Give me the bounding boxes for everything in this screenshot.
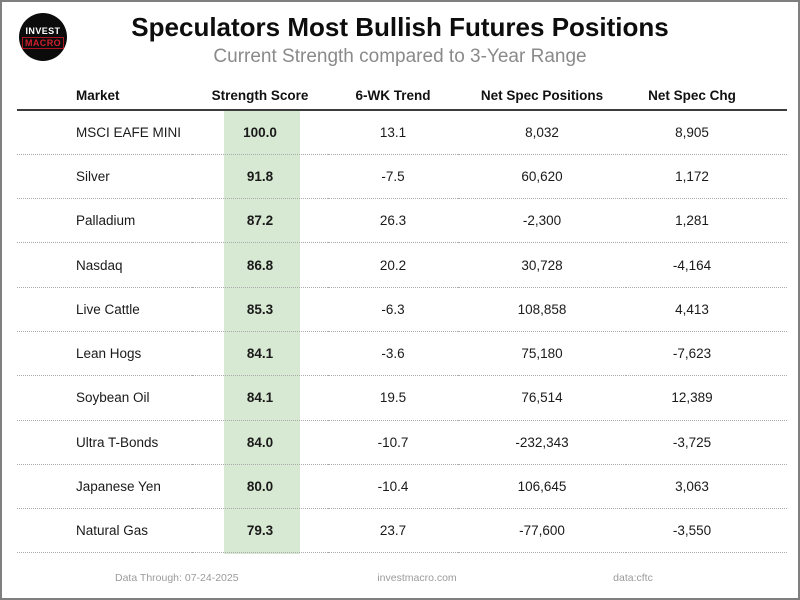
table-row: Palladium 87.2 26.3 -2,300 1,281	[17, 198, 787, 244]
table-row: Lean Hogs 84.1 -3.6 75,180 -7,623	[17, 331, 787, 377]
table-header: Market Strength Score 6-WK Trend Net Spe…	[17, 82, 787, 111]
table-row: Silver 91.8 -7.5 60,620 1,172	[17, 154, 787, 200]
trend-6wk-cell: 19.5	[328, 375, 458, 421]
net-spec-chg-cell: -7,623	[626, 331, 787, 377]
page-title: Speculators Most Bullish Futures Positio…	[131, 12, 669, 42]
net-spec-chg-cell: 4,413	[626, 287, 787, 332]
strength-score-cell: 84.1	[192, 375, 328, 421]
table-row: Natural Gas 79.3 23.7 -77,600 -3,550	[17, 508, 787, 554]
market-cell: Silver	[17, 154, 192, 200]
strength-score-cell: 100.0	[192, 110, 328, 155]
column-header-market: Market	[17, 82, 192, 111]
market-cell: Lean Hogs	[17, 331, 192, 377]
market-cell: Soybean Oil	[17, 375, 192, 421]
strength-score-cell: 84.0	[192, 420, 328, 465]
market-cell: MSCI EAFE MINI	[17, 110, 192, 155]
data-through-label: Data Through: 07-24-2025	[115, 572, 239, 584]
strength-score-cell: 87.2	[192, 198, 328, 244]
logo-text-invest: INVEST	[25, 25, 61, 36]
trend-6wk-cell: 23.7	[328, 508, 458, 554]
website-label: investmacro.com	[377, 572, 457, 584]
trend-6wk-cell: -7.5	[328, 154, 458, 200]
table-row: Nasdaq 86.8 20.2 30,728 -4,164	[17, 242, 787, 288]
net-spec-positions-cell: 30,728	[458, 242, 626, 288]
logo-text-macro: MACRO	[22, 36, 64, 49]
table-header-row: Market Strength Score 6-WK Trend Net Spe…	[17, 82, 787, 111]
strength-score-cell: 91.8	[192, 154, 328, 200]
table-row: Japanese Yen 80.0 -10.4 106,645 3,063	[17, 464, 787, 510]
trend-6wk-cell: -6.3	[328, 287, 458, 332]
market-cell: Palladium	[17, 198, 192, 244]
market-cell: Natural Gas	[17, 508, 192, 554]
strength-score-cell: 85.3	[192, 287, 328, 332]
column-header-net-spec-chg: Net Spec Chg	[626, 82, 787, 111]
trend-6wk-cell: 13.1	[328, 110, 458, 155]
market-cell: Live Cattle	[17, 287, 192, 332]
table-row: Ultra T-Bonds 84.0 -10.7 -232,343 -3,725	[17, 420, 787, 465]
market-cell: Japanese Yen	[17, 464, 192, 510]
net-spec-positions-cell: 76,514	[458, 375, 626, 421]
data-source-label: data:cftc	[613, 572, 653, 584]
net-spec-positions-cell: 8,032	[458, 110, 626, 155]
net-spec-chg-cell: 1,281	[626, 198, 787, 244]
table-row: Soybean Oil 84.1 19.5 76,514 12,389	[17, 375, 787, 421]
trend-6wk-cell: -3.6	[328, 331, 458, 377]
net-spec-positions-cell: 106,645	[458, 464, 626, 510]
strength-score-cell: 79.3	[192, 508, 328, 554]
trend-6wk-cell: 20.2	[328, 242, 458, 288]
net-spec-positions-cell: -232,343	[458, 420, 626, 465]
net-spec-positions-cell: -77,600	[458, 508, 626, 554]
net-spec-chg-cell: -4,164	[626, 242, 787, 288]
column-header-net-spec-positions: Net Spec Positions	[458, 82, 626, 111]
page-subtitle: Current Strength compared to 3-Year Rang…	[213, 46, 587, 67]
net-spec-positions-cell: 108,858	[458, 287, 626, 332]
column-header-6wk-trend: 6-WK Trend	[328, 82, 458, 111]
table-row: MSCI EAFE MINI 100.0 13.1 8,032 8,905	[17, 110, 787, 155]
net-spec-positions-cell: -2,300	[458, 198, 626, 244]
futures-positions-table: Market Strength Score 6-WK Trend Net Spe…	[17, 82, 787, 554]
table-body: MSCI EAFE MINI 100.0 13.1 8,032 8,905 Si…	[17, 110, 787, 554]
trend-6wk-cell: 26.3	[328, 198, 458, 244]
net-spec-chg-cell: 8,905	[626, 110, 787, 155]
net-spec-positions-cell: 75,180	[458, 331, 626, 377]
market-cell: Ultra T-Bonds	[17, 420, 192, 465]
strength-score-cell: 80.0	[192, 464, 328, 510]
net-spec-positions-cell: 60,620	[458, 154, 626, 200]
net-spec-chg-cell: 3,063	[626, 464, 787, 510]
net-spec-chg-cell: 1,172	[626, 154, 787, 200]
trend-6wk-cell: -10.7	[328, 420, 458, 465]
net-spec-chg-cell: 12,389	[626, 375, 787, 421]
column-header-strength-score: Strength Score	[192, 82, 328, 111]
trend-6wk-cell: -10.4	[328, 464, 458, 510]
investmacro-logo: INVEST MACRO	[19, 13, 67, 61]
market-cell: Nasdaq	[17, 242, 192, 288]
strength-score-cell: 86.8	[192, 242, 328, 288]
table-row: Live Cattle 85.3 -6.3 108,858 4,413	[17, 287, 787, 332]
net-spec-chg-cell: -3,550	[626, 508, 787, 554]
strength-score-cell: 84.1	[192, 331, 328, 377]
net-spec-chg-cell: -3,725	[626, 420, 787, 465]
